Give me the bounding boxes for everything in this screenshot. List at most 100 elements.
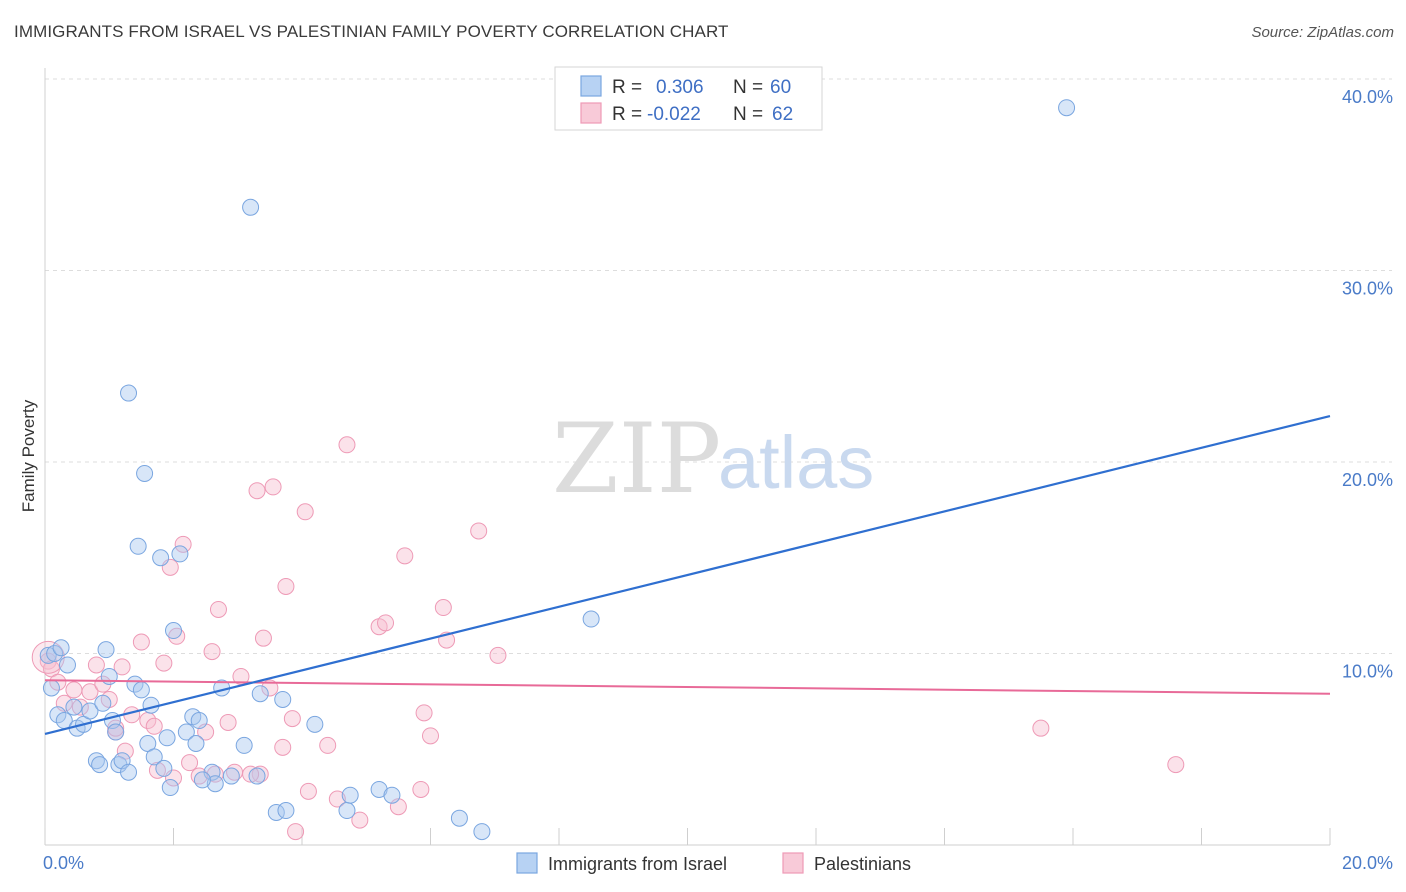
legend-n-label-1: N = [733,77,763,98]
watermark-zip: ZIP [552,403,721,515]
israel-point [42,679,60,697]
x-tick-labels: 0.0% 20.0% [43,853,1393,873]
palestinians-point [254,629,272,647]
palestinians-point [87,656,105,674]
legend-swatch-palestinians [580,102,602,124]
palestinians-point [155,654,173,672]
trend-lines [44,414,1331,735]
legend-swatch-israel [580,75,602,97]
israel-point [107,723,125,741]
y-tick-label: 40.0% [1342,87,1393,107]
chart-title: IMMIGRANTS FROM ISRAEL VS PALESTINIAN FA… [14,22,729,41]
legend-r-value-2: -0.022 [647,104,701,125]
y-tick-labels: 10.0% 20.0% 30.0% 40.0% [1342,87,1393,682]
legend-r-value-1: 0.306 [656,77,704,98]
y-axis-label: Family Poverty [19,399,38,512]
palestinians-point [174,535,192,553]
israel-point [235,736,253,754]
watermark: ZIP atlas [552,403,874,515]
palestinians-points [31,436,1185,841]
israel-point [306,715,324,733]
israel-point [383,786,401,804]
palestinians-point [181,754,199,772]
palestinians-point [264,478,282,496]
israel-point [126,675,144,693]
israel-point [81,702,99,720]
israel-point [49,706,67,724]
palestinians-point [319,736,337,754]
israel-point [161,779,179,797]
israel-point [1058,99,1076,117]
israel-point [100,667,118,685]
palestinians-point [113,658,131,676]
israel-point [187,735,205,753]
israel-point [136,464,154,482]
source-label: Source: ZipAtlas.com [1251,24,1394,41]
grid-lines [45,78,1392,654]
palestinians-point [412,780,430,798]
israel-point [248,767,266,785]
correlation-legend: R = 0.306 N = 60 R = -0.022 N = 62 [554,66,823,131]
israel-point [222,767,240,785]
israel-point [582,610,600,628]
israel-point [129,537,147,555]
palestinians-point [296,503,314,521]
israel-point [165,622,182,640]
israel-point [338,802,356,820]
israel-point [171,545,189,563]
israel-point [65,698,83,716]
israel-point [52,639,70,657]
bottom-legend-swatch-palestinians [782,852,804,874]
y-tick-label: 10.0% [1342,662,1393,682]
palestinians-point [81,683,99,701]
israel-point [277,802,295,820]
palestinians-point [242,765,260,783]
israel-point [193,771,211,789]
israel-point [158,729,176,747]
israel-point [190,712,208,730]
y-tick-label: 20.0% [1342,470,1393,490]
israel-point [120,384,138,402]
palestinians-point [274,738,292,756]
palestinians-point [489,646,507,664]
israel-trend-line [44,414,1331,735]
palestinians-point [299,782,317,800]
israel-point [145,748,163,766]
israel-point [39,646,57,664]
palestinians-point [132,633,150,651]
palestinians-point [396,547,414,565]
bottom-legend-swatch-israel [516,852,538,874]
palestinians-point [168,627,186,645]
israel-point [274,690,292,708]
palestinians-point [422,727,439,745]
palestinians-point [277,577,295,595]
israel-point [341,786,359,804]
palestinians-point [377,614,395,632]
x-tick-label: 20.0% [1342,853,1393,873]
israel-point [120,763,138,781]
legend-n-value-1: 60 [770,77,791,98]
palestinians-point [203,643,221,661]
palestinians-point [415,704,433,722]
israel-point [450,809,468,827]
palestinians-trend-line [44,679,1331,695]
palestinians-point [49,673,67,691]
israel-point [206,775,224,793]
israel-point [94,694,112,712]
palestinians-point [351,811,369,829]
palestinians-point [261,679,279,697]
palestinians-point [248,482,266,500]
israel-point [242,198,260,216]
y-tick-label: 30.0% [1342,279,1393,299]
legend-r-label-1: R = [612,77,642,98]
palestinians-point [328,790,346,808]
israel-point [152,549,170,567]
israel-point [46,645,64,662]
israel-point [58,656,76,674]
palestinians-point [65,681,83,699]
palestinians-point [287,823,305,841]
israel-point [97,641,115,659]
legend-n-value-2: 62 [772,104,793,125]
palestinians-point [145,717,163,735]
